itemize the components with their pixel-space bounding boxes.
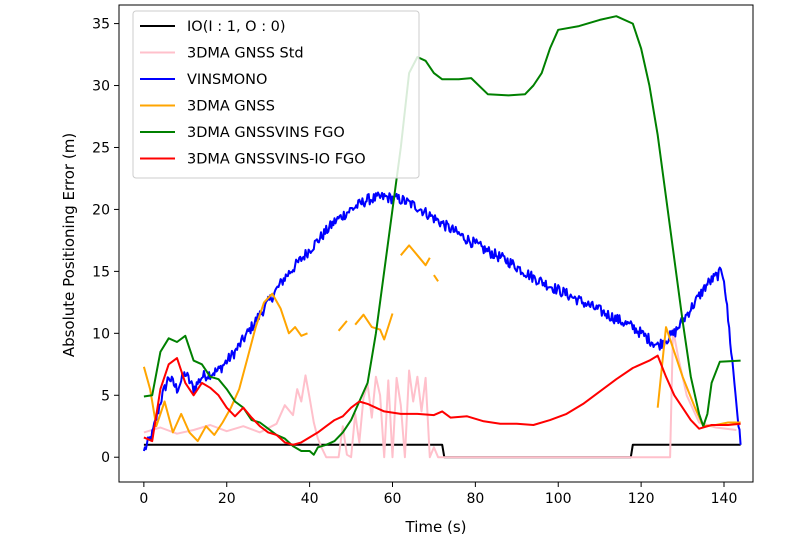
series-line	[142, 292, 308, 443]
series-line	[142, 191, 742, 452]
x-axis-label: Time (s)	[405, 518, 467, 536]
x-tick-label: 20	[218, 491, 236, 507]
x-tick-label: 120	[628, 491, 655, 507]
legend: IO(I : 1, O : 0) 3DMA GNSS Std VINSMONO 3DM…	[132, 10, 420, 179]
y-axis: 0 5 10 15 20 25 30 35	[92, 17, 119, 466]
y-tick-label: 25	[92, 140, 110, 156]
legend-label: 3DMA GNSS	[187, 99, 275, 115]
legend-label: 3DMA GNSSVINS-IO FGO	[187, 152, 366, 168]
legend-label: 3DMA GNSS Std	[187, 46, 304, 62]
x-tick-label: 140	[711, 491, 738, 507]
x-tick-label: 40	[301, 491, 319, 507]
y-tick-label: 10	[92, 326, 110, 342]
y-tick-label: 5	[101, 388, 110, 404]
series-line	[337, 320, 348, 332]
y-tick-label: 0	[101, 450, 110, 466]
y-axis-label: Absolute Positioning Error (m)	[60, 133, 78, 357]
x-tick-label: 100	[545, 491, 572, 507]
y-tick-label: 20	[92, 202, 110, 218]
legend-label: IO(I : 1, O : 0)	[187, 19, 286, 35]
x-axis: 0 20 40 60 80 100 120 140	[139, 482, 737, 507]
legend-label: VINSMONO	[187, 72, 267, 88]
y-tick-label: 15	[92, 264, 110, 280]
x-tick-label: 0	[139, 491, 148, 507]
y-tick-label: 30	[92, 79, 110, 95]
series-line	[433, 274, 439, 282]
legend-box	[132, 10, 420, 179]
series-line	[143, 328, 737, 459]
x-tick-label: 60	[384, 491, 402, 507]
legend-label: 3DMA GNSSVINS FGO	[187, 125, 345, 141]
y-tick-label: 35	[92, 17, 110, 33]
series-line	[354, 313, 394, 341]
series-line	[400, 244, 431, 267]
series-line	[143, 354, 741, 446]
x-tick-label: 80	[466, 491, 484, 507]
series-line	[143, 443, 741, 459]
series-line	[656, 326, 741, 428]
plot-frame	[118, 4, 754, 483]
